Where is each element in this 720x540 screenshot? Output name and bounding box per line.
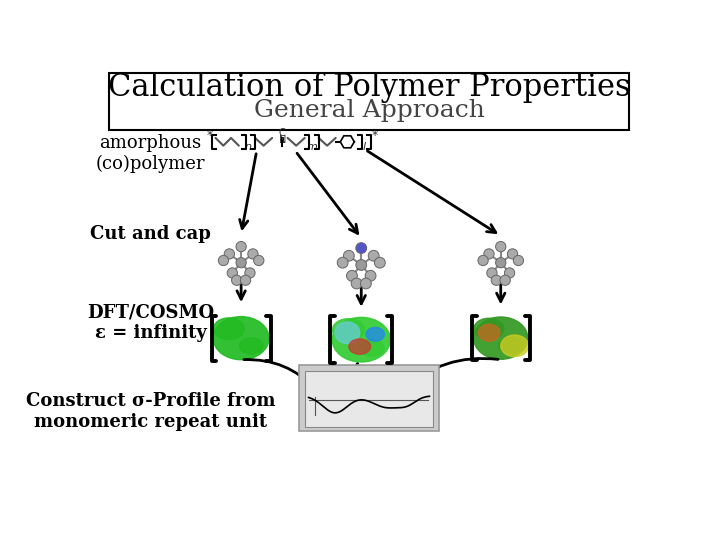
Circle shape (508, 249, 518, 259)
Circle shape (491, 275, 502, 285)
Text: C: C (279, 127, 286, 138)
Ellipse shape (213, 316, 269, 360)
Ellipse shape (478, 325, 500, 341)
Ellipse shape (474, 318, 504, 340)
Circle shape (487, 268, 497, 278)
Ellipse shape (349, 339, 371, 354)
Circle shape (218, 255, 229, 266)
Circle shape (232, 275, 242, 285)
Ellipse shape (214, 318, 244, 340)
Bar (109, 72, 629, 130)
Ellipse shape (499, 338, 522, 354)
Circle shape (505, 268, 515, 278)
Text: *: * (372, 130, 378, 143)
Circle shape (240, 275, 251, 285)
Circle shape (351, 278, 362, 289)
Circle shape (337, 257, 348, 268)
Ellipse shape (333, 319, 364, 341)
Circle shape (346, 271, 357, 281)
Circle shape (236, 258, 246, 268)
Circle shape (361, 278, 372, 289)
Circle shape (253, 255, 264, 266)
Text: *: * (207, 130, 213, 143)
Ellipse shape (366, 327, 384, 341)
Circle shape (365, 271, 376, 281)
Circle shape (495, 258, 506, 268)
Text: l: l (363, 142, 366, 152)
Circle shape (478, 255, 488, 266)
Ellipse shape (359, 339, 384, 356)
Text: Cut and cap: Cut and cap (90, 225, 211, 243)
Text: Construct σ-Profile from
monomeric repeat unit: Construct σ-Profile from monomeric repea… (26, 392, 275, 431)
Circle shape (356, 242, 366, 253)
Circle shape (374, 257, 385, 268)
Ellipse shape (335, 322, 360, 343)
Ellipse shape (240, 338, 263, 354)
Text: amorphous
(co)polymer: amorphous (co)polymer (96, 134, 205, 173)
Circle shape (343, 251, 354, 261)
Circle shape (356, 260, 366, 271)
Ellipse shape (332, 318, 390, 362)
Circle shape (236, 241, 246, 252)
Ellipse shape (500, 335, 528, 356)
Circle shape (500, 275, 510, 285)
Text: N: N (279, 136, 286, 145)
Circle shape (484, 249, 494, 259)
Bar (305, 372, 433, 427)
Circle shape (248, 249, 258, 259)
Circle shape (245, 268, 255, 278)
Circle shape (227, 268, 238, 278)
Text: m: m (306, 142, 317, 152)
Ellipse shape (474, 317, 528, 359)
Circle shape (495, 241, 506, 252)
Circle shape (368, 251, 379, 261)
Text: n: n (245, 142, 251, 152)
Text: DFT/COSMO
ε = infinity: DFT/COSMO ε = infinity (87, 303, 214, 342)
Circle shape (224, 249, 235, 259)
Text: General Approach: General Approach (253, 99, 485, 123)
Text: Calculation of Polymer Properties: Calculation of Polymer Properties (107, 72, 631, 103)
Circle shape (513, 255, 523, 266)
Bar (300, 365, 438, 430)
